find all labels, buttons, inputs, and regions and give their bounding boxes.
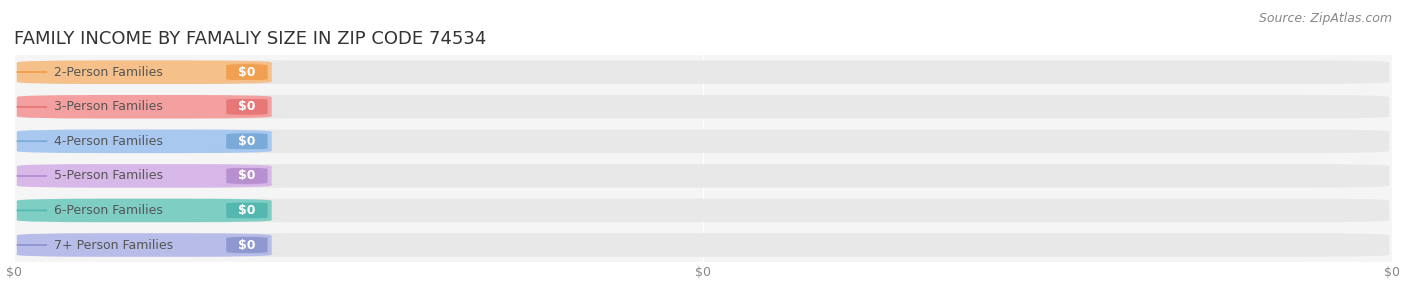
FancyBboxPatch shape: [17, 233, 1389, 257]
Text: $0: $0: [238, 135, 256, 148]
Text: 6-Person Families: 6-Person Families: [53, 204, 163, 217]
Text: $0: $0: [238, 100, 256, 113]
FancyBboxPatch shape: [17, 164, 1389, 188]
Text: $0: $0: [238, 239, 256, 252]
Text: FAMILY INCOME BY FAMALIY SIZE IN ZIP CODE 74534: FAMILY INCOME BY FAMALIY SIZE IN ZIP COD…: [14, 30, 486, 48]
FancyBboxPatch shape: [209, 64, 284, 81]
Text: 4-Person Families: 4-Person Families: [53, 135, 163, 148]
Text: 2-Person Families: 2-Person Families: [53, 66, 163, 79]
FancyBboxPatch shape: [209, 237, 284, 253]
FancyBboxPatch shape: [17, 60, 1389, 84]
FancyBboxPatch shape: [17, 233, 271, 257]
FancyBboxPatch shape: [17, 130, 271, 153]
Text: Source: ZipAtlas.com: Source: ZipAtlas.com: [1258, 12, 1392, 25]
FancyBboxPatch shape: [17, 60, 271, 84]
FancyBboxPatch shape: [209, 202, 284, 219]
Text: $0: $0: [238, 66, 256, 79]
FancyBboxPatch shape: [17, 95, 271, 119]
FancyBboxPatch shape: [209, 133, 284, 150]
FancyBboxPatch shape: [17, 130, 1389, 153]
FancyBboxPatch shape: [17, 95, 1389, 119]
Text: 5-Person Families: 5-Person Families: [53, 169, 163, 182]
FancyBboxPatch shape: [17, 164, 271, 188]
Text: 7+ Person Families: 7+ Person Families: [53, 239, 173, 252]
Text: $0: $0: [238, 204, 256, 217]
FancyBboxPatch shape: [17, 199, 1389, 222]
Text: 3-Person Families: 3-Person Families: [53, 100, 163, 113]
FancyBboxPatch shape: [209, 98, 284, 115]
FancyBboxPatch shape: [209, 167, 284, 184]
FancyBboxPatch shape: [17, 199, 271, 222]
Text: $0: $0: [238, 169, 256, 182]
